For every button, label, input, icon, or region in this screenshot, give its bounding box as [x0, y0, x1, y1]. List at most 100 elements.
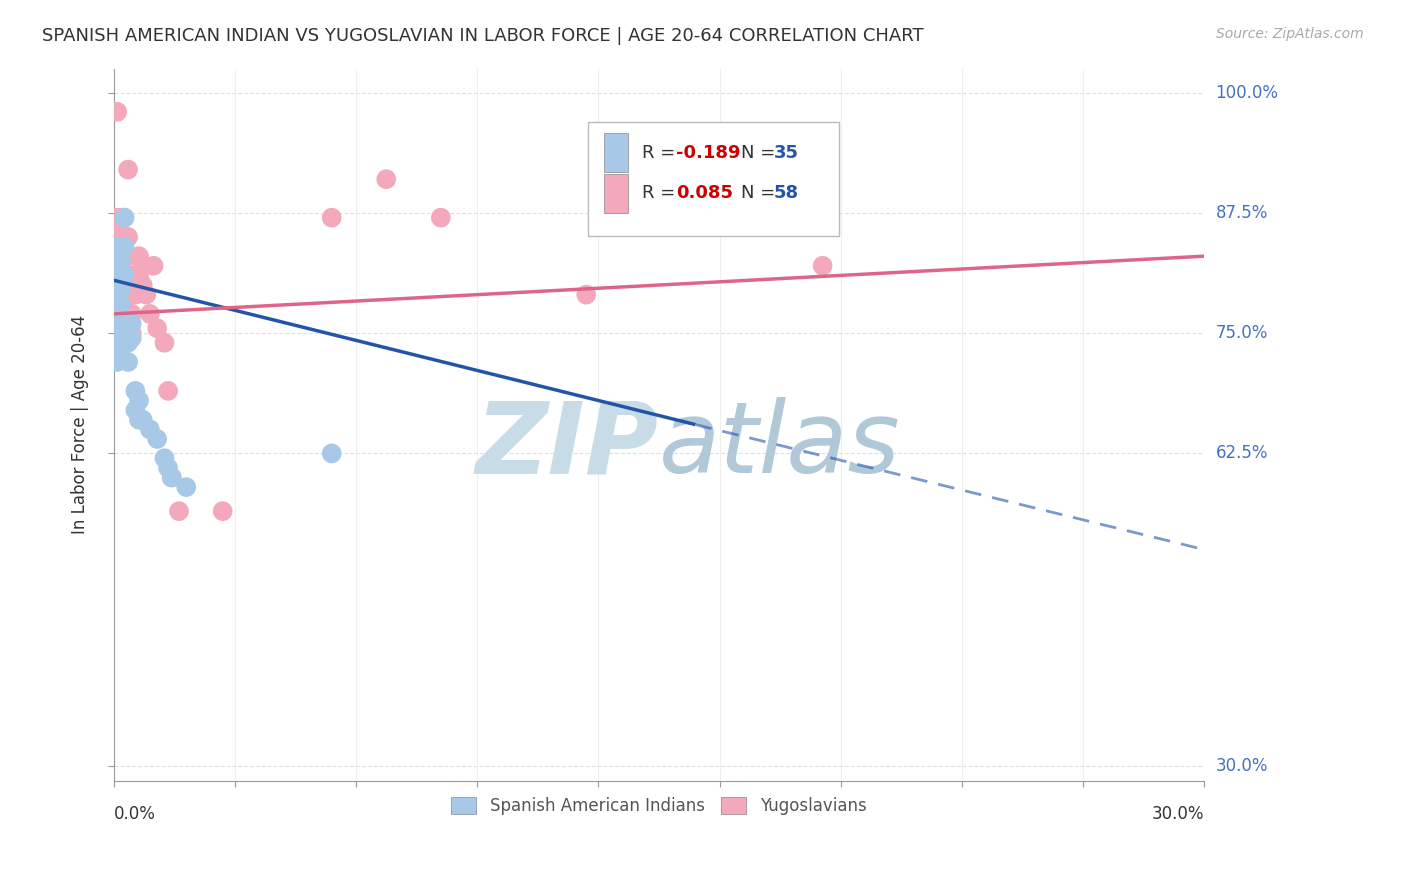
Text: Source: ZipAtlas.com: Source: ZipAtlas.com	[1216, 27, 1364, 41]
Point	[114, 239, 136, 253]
Point	[131, 413, 153, 427]
Point	[110, 311, 132, 326]
Point	[105, 239, 128, 253]
Point	[105, 307, 128, 321]
Point	[128, 249, 150, 263]
Point	[124, 403, 146, 417]
Legend: Spanish American Indians, Yugoslavians: Spanish American Indians, Yugoslavians	[444, 790, 873, 822]
Text: 0.0%: 0.0%	[114, 805, 156, 823]
Point	[139, 422, 162, 436]
Point	[114, 268, 136, 283]
Point	[174, 480, 197, 494]
Point	[105, 297, 128, 311]
Point	[110, 278, 132, 293]
Text: -0.189: -0.189	[676, 144, 741, 161]
Point	[121, 326, 143, 340]
Point	[121, 331, 143, 345]
Point	[105, 287, 128, 301]
Y-axis label: In Labor Force | Age 20-64: In Labor Force | Age 20-64	[72, 315, 89, 534]
Point	[121, 317, 143, 331]
Point	[128, 268, 150, 283]
Point	[110, 249, 132, 263]
Point	[114, 249, 136, 263]
Point	[110, 254, 132, 268]
Point	[114, 283, 136, 297]
Point	[321, 211, 343, 225]
Point	[121, 287, 143, 301]
Point	[321, 446, 343, 460]
Point	[211, 504, 233, 518]
Point	[114, 268, 136, 283]
Point	[121, 307, 143, 321]
Point	[110, 297, 132, 311]
Point	[105, 355, 128, 369]
Point	[110, 331, 132, 345]
Point	[160, 470, 183, 484]
Bar	[605, 133, 628, 172]
Point	[117, 249, 139, 263]
Point	[110, 230, 132, 244]
Point	[139, 307, 162, 321]
Point	[121, 268, 143, 283]
Point	[375, 172, 398, 186]
Point	[117, 321, 139, 335]
Text: R =: R =	[641, 144, 681, 161]
Text: atlas: atlas	[659, 398, 901, 494]
Text: 30.0%: 30.0%	[1216, 757, 1268, 775]
Text: N =: N =	[741, 184, 780, 202]
Point	[105, 268, 128, 283]
Text: 30.0%: 30.0%	[1152, 805, 1205, 823]
Point	[110, 287, 132, 301]
Bar	[605, 174, 628, 212]
Text: 75.0%: 75.0%	[1216, 324, 1268, 343]
Point	[128, 393, 150, 408]
Point	[114, 230, 136, 244]
Point	[131, 278, 153, 293]
Point	[110, 321, 132, 335]
Point	[110, 268, 132, 283]
Point	[157, 384, 180, 398]
Point	[430, 211, 453, 225]
Point	[117, 355, 139, 369]
Point	[110, 317, 132, 331]
Point	[114, 307, 136, 321]
Text: 58: 58	[773, 184, 799, 202]
Point	[124, 287, 146, 301]
Point	[110, 326, 132, 340]
Text: 100.0%: 100.0%	[1216, 84, 1278, 102]
Point	[110, 341, 132, 355]
Point	[105, 104, 128, 119]
Point	[114, 297, 136, 311]
Point	[142, 259, 165, 273]
Point	[160, 470, 183, 484]
Text: ZIP: ZIP	[477, 398, 659, 494]
Point	[105, 239, 128, 253]
Point	[105, 278, 128, 293]
Point	[146, 321, 169, 335]
Text: 87.5%: 87.5%	[1216, 204, 1268, 222]
Point	[110, 268, 132, 283]
Text: 62.5%: 62.5%	[1216, 444, 1268, 462]
Point	[575, 287, 598, 301]
Text: 0.085: 0.085	[676, 184, 734, 202]
Point	[110, 341, 132, 355]
Point	[153, 335, 176, 350]
Point	[105, 254, 128, 268]
Text: SPANISH AMERICAN INDIAN VS YUGOSLAVIAN IN LABOR FORCE | AGE 20-64 CORRELATION CH: SPANISH AMERICAN INDIAN VS YUGOSLAVIAN I…	[42, 27, 924, 45]
Text: R =: R =	[641, 184, 681, 202]
Point	[153, 451, 176, 466]
Point	[117, 162, 139, 177]
Point	[105, 326, 128, 340]
Point	[146, 432, 169, 446]
Text: 35: 35	[773, 144, 799, 161]
Point	[128, 413, 150, 427]
Point	[105, 307, 128, 321]
Point	[105, 278, 128, 293]
Point	[105, 259, 128, 273]
Point	[105, 225, 128, 239]
Point	[110, 283, 132, 297]
Point	[105, 335, 128, 350]
FancyBboxPatch shape	[588, 122, 839, 235]
Point	[110, 302, 132, 317]
Point	[135, 287, 157, 301]
